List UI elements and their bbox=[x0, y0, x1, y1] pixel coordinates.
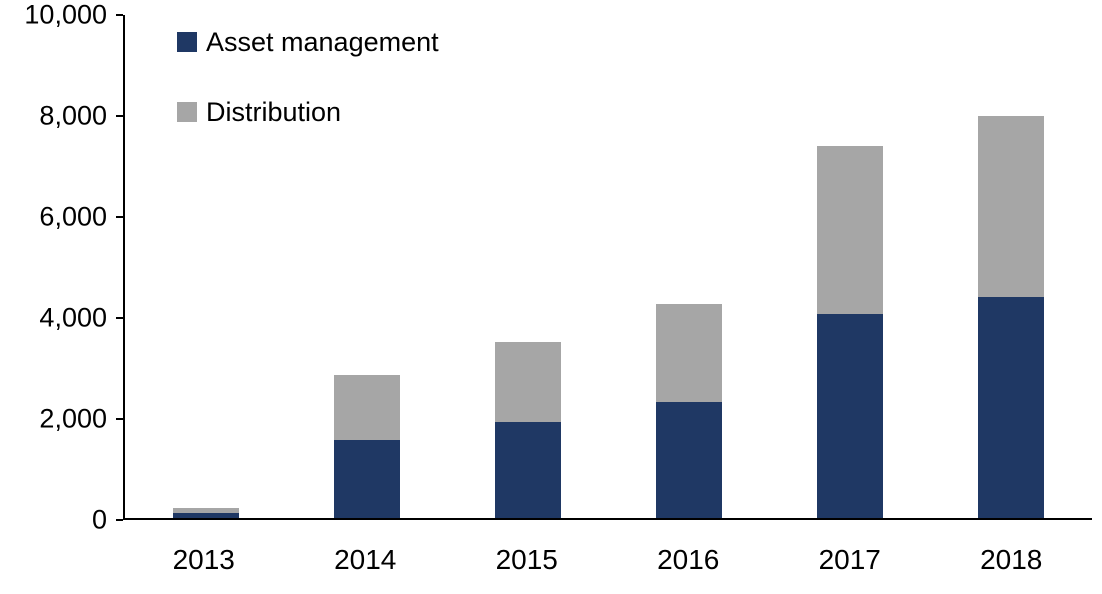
y-tick-label: 6,000 bbox=[39, 201, 107, 232]
x-tick-label-2015: 2015 bbox=[495, 544, 558, 575]
bar-column-2014 bbox=[286, 15, 447, 518]
x-tick-label-2014: 2014 bbox=[334, 544, 397, 575]
y-tick-label: 4,000 bbox=[39, 302, 107, 333]
y-tick-mark bbox=[116, 519, 123, 521]
legend-item-asset-management: Asset management bbox=[177, 27, 439, 57]
x-tick-label-2018: 2018 bbox=[980, 544, 1043, 575]
legend-swatch-asset-management bbox=[177, 32, 197, 52]
x-tick-label-2017: 2017 bbox=[818, 544, 881, 575]
y-tick-label: 8,000 bbox=[39, 100, 107, 131]
bar-column-2017 bbox=[770, 15, 931, 518]
bars-container bbox=[125, 15, 1092, 518]
bar-segment-distribution bbox=[172, 507, 239, 513]
plot-area: Asset management Distribution bbox=[123, 15, 1092, 520]
bar-column-2015 bbox=[447, 15, 608, 518]
y-tick-label: 0 bbox=[91, 504, 107, 535]
bar-segment-asset-management bbox=[172, 512, 239, 518]
bar-column-2018 bbox=[931, 15, 1092, 518]
bar-stack-2016 bbox=[656, 15, 723, 518]
y-tick-mark bbox=[116, 115, 123, 117]
x-tick-label-2016: 2016 bbox=[657, 544, 720, 575]
y-tick-mark bbox=[116, 216, 123, 218]
legend-label-asset-management: Asset management bbox=[206, 26, 439, 57]
bar-segment-asset-management bbox=[817, 314, 884, 518]
y-tick-label: 2,000 bbox=[39, 403, 107, 434]
x-tick-label-2013: 2013 bbox=[172, 544, 235, 575]
bar-stack-2013 bbox=[172, 15, 239, 518]
bar-segment-distribution bbox=[978, 115, 1045, 297]
y-tick-label: 10,000 bbox=[24, 0, 107, 30]
bar-stack-2017 bbox=[817, 15, 884, 518]
bar-stack-2014 bbox=[333, 15, 400, 518]
bar-column-2013 bbox=[125, 15, 286, 518]
bar-column-2016 bbox=[609, 15, 770, 518]
bar-segment-distribution bbox=[333, 374, 400, 441]
y-axis: 0 2,000 4,000 6,000 8,000 10,000 bbox=[0, 1, 123, 533]
x-axis: 2013 2014 2015 2016 2017 2018 bbox=[123, 540, 1092, 580]
bar-segment-distribution bbox=[656, 304, 723, 403]
bar-segment-distribution bbox=[494, 341, 561, 423]
bar-segment-asset-management bbox=[494, 422, 561, 518]
legend-swatch-distribution bbox=[177, 102, 197, 122]
bar-segment-distribution bbox=[817, 145, 884, 315]
bar-stack-2015 bbox=[494, 15, 561, 518]
y-tick-mark bbox=[116, 418, 123, 420]
legend-item-distribution: Distribution bbox=[177, 97, 439, 127]
y-tick-mark bbox=[116, 317, 123, 319]
bar-segment-asset-management bbox=[656, 402, 723, 518]
legend: Asset management Distribution bbox=[177, 27, 439, 167]
legend-label-distribution: Distribution bbox=[206, 96, 342, 127]
bar-segment-asset-management bbox=[333, 440, 400, 518]
bar-stack-2018 bbox=[978, 15, 1045, 518]
bar-segment-asset-management bbox=[978, 296, 1045, 518]
y-tick-mark bbox=[116, 14, 123, 16]
